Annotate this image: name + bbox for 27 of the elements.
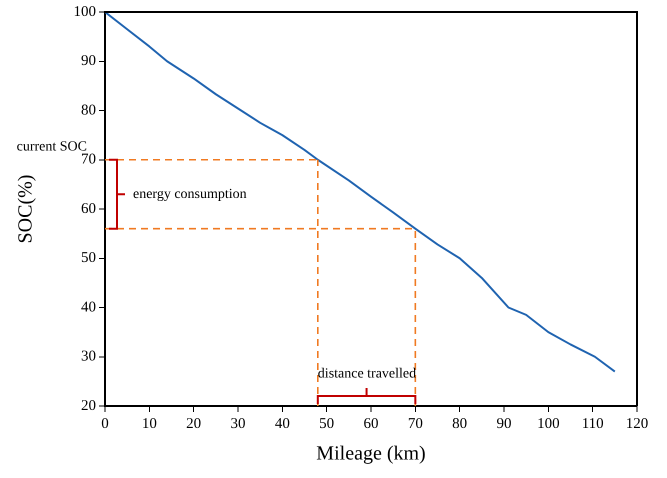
y-axis-title: SOC(%) xyxy=(14,174,36,244)
y-tick-label: 90 xyxy=(81,53,96,70)
x-tick-label: 80 xyxy=(452,416,468,432)
x-tick-label: 10 xyxy=(142,416,157,432)
y-tick-label: 40 xyxy=(81,299,96,316)
ref-line-label: current SOC xyxy=(16,139,87,154)
y-tick-label: 70 xyxy=(81,152,96,168)
x-tick-label: 90 xyxy=(496,416,512,432)
y-tick-label: 100 xyxy=(74,4,96,20)
x-tick-label: 0 xyxy=(101,416,109,432)
annotation: energy consumption xyxy=(133,186,247,202)
x-tick-label: 100 xyxy=(537,416,560,432)
x-tick-label: 20 xyxy=(186,416,202,432)
x-tick-label: 120 xyxy=(626,416,648,432)
x-tick-label: 50 xyxy=(319,416,334,432)
x-tick-label: 30 xyxy=(230,416,246,432)
x-tick-label: 60 xyxy=(364,416,378,432)
y-tick-label: 50 xyxy=(81,250,96,266)
y-tick-label: 20 xyxy=(81,398,96,414)
y-tick-label: 30 xyxy=(81,348,96,365)
y-tick-label: 60 xyxy=(81,200,96,217)
x-tick-label: 40 xyxy=(274,416,290,432)
annotation: distance travelled xyxy=(318,366,416,382)
x-tick-label: 70 xyxy=(408,416,423,432)
x-tick-label: 110 xyxy=(582,416,604,432)
x-axis-title: Mileage (km) xyxy=(316,442,426,464)
y-tick-label: 80 xyxy=(81,102,96,118)
